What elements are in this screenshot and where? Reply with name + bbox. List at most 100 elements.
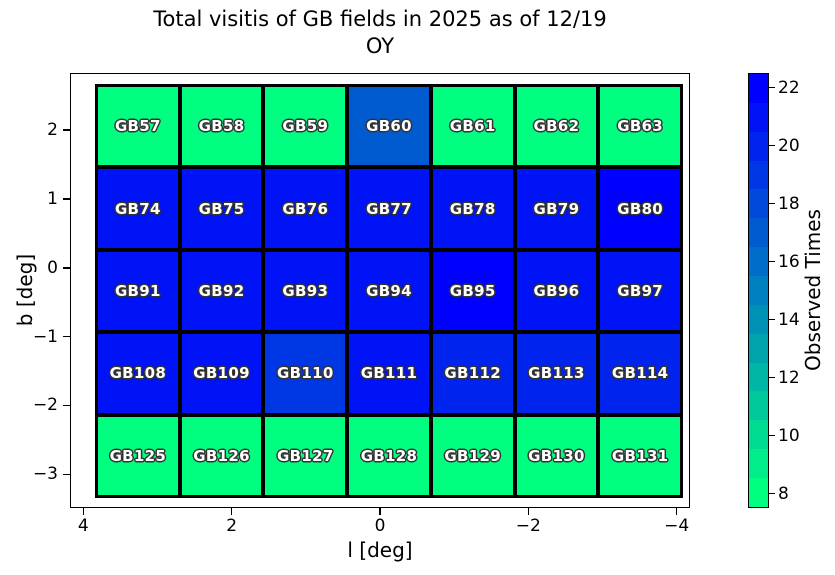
heatmap-cell-label: GB131 xyxy=(611,446,669,465)
colorbar-tick-label: 14 xyxy=(778,309,800,330)
heatmap-cell-label: GB80 xyxy=(617,199,664,218)
heatmap-cell-GB91: GB91 xyxy=(98,251,178,331)
x-axis-label: l [deg] xyxy=(347,538,413,562)
heatmap-cell-GB62: GB62 xyxy=(516,87,597,166)
heatmap-cell-label: GB77 xyxy=(366,199,412,218)
colorbar-band xyxy=(749,131,768,161)
colorbar-tick-mark xyxy=(769,376,775,379)
heatmap-cell-label: GB61 xyxy=(449,117,496,136)
heatmap-cell-GB74: GB74 xyxy=(98,169,178,248)
heatmap-cell-label: GB96 xyxy=(533,281,580,300)
heatmap-cell-label: GB62 xyxy=(533,117,580,136)
colorbar-tick-label: 10 xyxy=(778,425,800,446)
y-tick-label: 1 xyxy=(47,188,58,209)
colorbar-tick-mark xyxy=(769,434,775,437)
heatmap-cell-GB92: GB92 xyxy=(181,251,262,331)
heatmap-cell-label: GB93 xyxy=(282,281,329,300)
y-tick-label: −2 xyxy=(32,395,58,416)
heatmap-cell-GB78: GB78 xyxy=(432,169,513,248)
colorbar-band xyxy=(749,449,768,479)
heatmap-cell-GB112: GB112 xyxy=(432,334,513,413)
heatmap-cell-GB131: GB131 xyxy=(600,416,680,495)
colorbar-band xyxy=(749,478,768,507)
colorbar-tick-mark xyxy=(769,492,775,495)
heatmap-cell-label: GB91 xyxy=(114,281,161,300)
y-tick-label: −3 xyxy=(32,464,58,485)
heatmap-cell-label: GB79 xyxy=(533,199,580,218)
y-tick-mark xyxy=(63,404,70,407)
heatmap-cell-label: GB74 xyxy=(114,199,161,218)
heatmap-cell-label: GB114 xyxy=(611,364,669,383)
colorbar-label: Observed Times xyxy=(801,209,825,371)
heatmap-cell-label: GB126 xyxy=(193,446,250,465)
chart-title-line1: Total visitis of GB fields in 2025 as of… xyxy=(153,7,607,31)
heatmap-cell-GB130: GB130 xyxy=(516,416,597,495)
heatmap-cell-GB108: GB108 xyxy=(98,334,178,413)
heatmap-cell-label: GB57 xyxy=(114,117,161,136)
heatmap-cell-GB79: GB79 xyxy=(516,169,597,248)
heatmap-cell-label: GB58 xyxy=(198,117,245,136)
heatmap-cell-label: GB78 xyxy=(449,199,496,218)
x-tick-label: 4 xyxy=(77,516,89,536)
colorbar-band xyxy=(749,362,768,392)
heatmap-grid: GB57 GB58 GB59 GB60 GB61 GB62 GB63 GB74 GB75 GB76… xyxy=(95,84,683,498)
heatmap-cell-label: GB75 xyxy=(198,199,245,218)
y-axis-label: b [deg] xyxy=(13,253,37,327)
heatmap-cell-label: GB113 xyxy=(528,364,585,383)
heatmap-cell-label: GB95 xyxy=(449,281,496,300)
heatmap-cell-label: GB97 xyxy=(617,281,664,300)
heatmap-cell-GB129: GB129 xyxy=(432,416,513,495)
colorbar-tick-label: 16 xyxy=(778,251,800,272)
colorbar-band xyxy=(749,304,768,334)
y-tick-mark xyxy=(63,335,70,338)
x-tick-label: 0 xyxy=(374,516,386,536)
heatmap-cell-GB111: GB111 xyxy=(349,334,429,413)
x-tick-mark xyxy=(527,508,530,515)
colorbar-tick-mark xyxy=(769,144,775,147)
heatmap-cell-GB77: GB77 xyxy=(349,169,429,248)
heatmap-cell-label: GB130 xyxy=(528,446,585,465)
heatmap-cell-label: GB109 xyxy=(193,364,250,383)
colorbar-tick-mark xyxy=(769,318,775,321)
colorbar-band xyxy=(749,160,768,190)
heatmap-cell-label: GB128 xyxy=(360,446,418,465)
y-tick-label: −1 xyxy=(32,326,58,347)
colorbar-band xyxy=(749,102,768,132)
heatmap-cell-label: GB60 xyxy=(366,117,412,136)
heatmap-cell-label: GB59 xyxy=(282,117,329,136)
heatmap-cell-GB58: GB58 xyxy=(181,87,262,166)
chart-title-line2: OY xyxy=(365,34,395,58)
heatmap-cell-label: GB112 xyxy=(444,364,501,383)
x-tick-label: −2 xyxy=(515,516,541,536)
heatmap-cell-GB59: GB59 xyxy=(265,87,346,166)
y-tick-mark xyxy=(63,129,70,131)
heatmap-cell-GB126: GB126 xyxy=(181,416,262,495)
colorbar-band xyxy=(749,333,768,363)
heatmap-cell-label: GB125 xyxy=(109,446,167,465)
heatmap-cell-GB75: GB75 xyxy=(181,169,262,248)
heatmap-cell-GB127: GB127 xyxy=(265,416,346,495)
chart-title: Total visitis of GB fields in 2025 as of… xyxy=(70,6,690,60)
colorbar-tick-mark xyxy=(769,86,775,89)
colorbar-tick-label: 22 xyxy=(778,77,800,98)
x-tick-mark xyxy=(82,508,85,515)
heatmap-cell-GB95: GB95 xyxy=(432,251,513,331)
colorbar-band xyxy=(749,74,768,103)
colorbar-band xyxy=(749,218,768,248)
heatmap-cell-GB80: GB80 xyxy=(600,169,680,248)
colorbar-tick-mark xyxy=(769,202,775,205)
heatmap-cell-GB97: GB97 xyxy=(600,251,680,331)
colorbar-tick-label: 12 xyxy=(778,367,800,388)
colorbar-tick-mark xyxy=(769,260,775,263)
y-tick-mark xyxy=(63,267,70,269)
x-tick-label: −4 xyxy=(664,516,690,536)
heatmap-cell-label: GB76 xyxy=(282,199,329,218)
heatmap-cell-GB125: GB125 xyxy=(98,416,178,495)
y-tick-label: 2 xyxy=(47,120,58,141)
heatmap-cell-GB60: GB60 xyxy=(349,87,429,166)
heatmap-cell-GB57: GB57 xyxy=(98,87,178,166)
colorbar-tick-label: 18 xyxy=(778,193,800,214)
x-tick-mark xyxy=(675,508,678,515)
heatmap-cell-GB114: GB114 xyxy=(600,334,680,413)
